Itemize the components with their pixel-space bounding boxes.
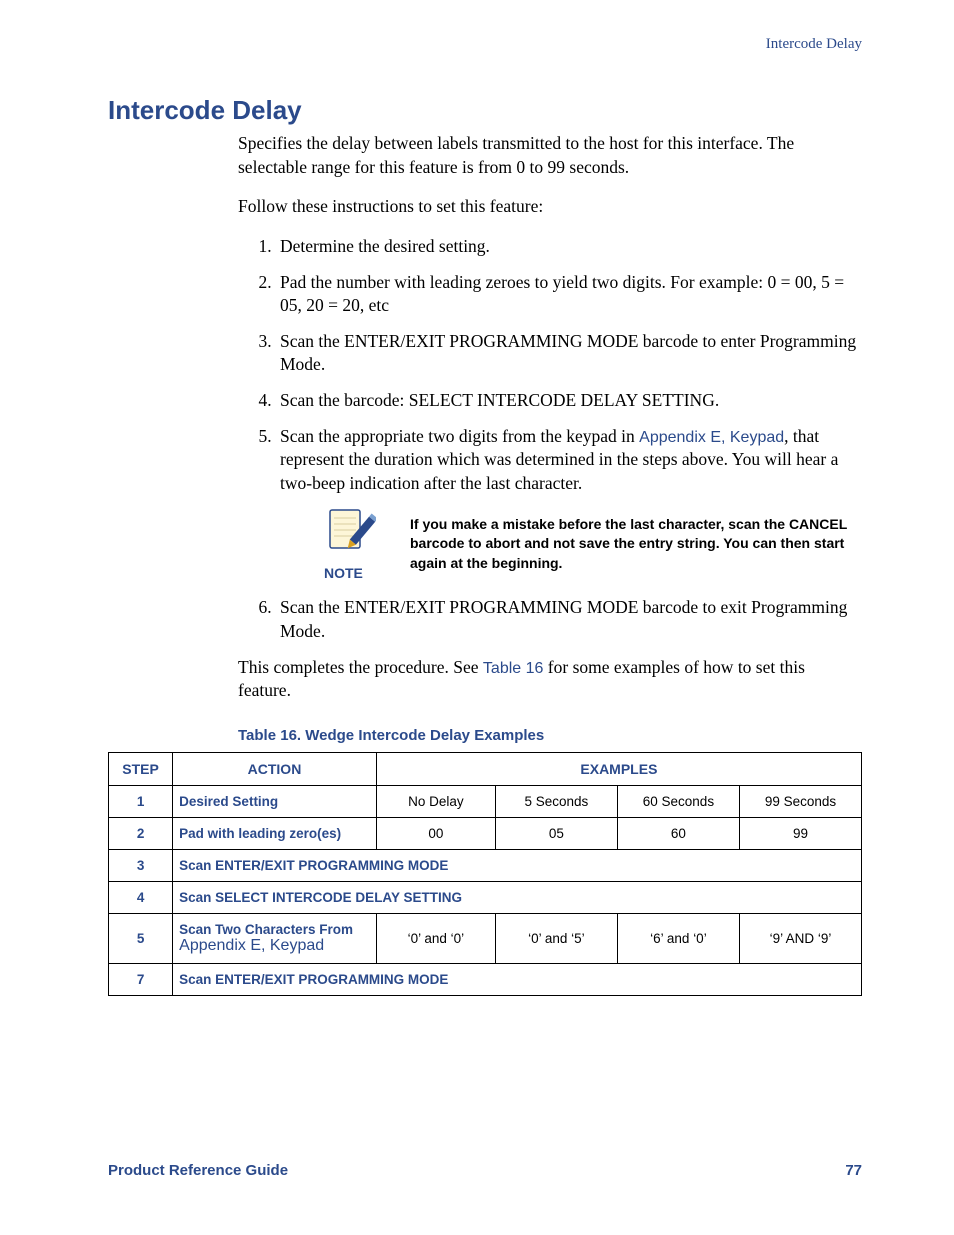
- appendix-link[interactable]: Appendix E, Keypad: [179, 937, 324, 954]
- cell-example: ‘6’ and ‘0’: [617, 913, 739, 963]
- cell-example: No Delay: [376, 785, 495, 817]
- cell-example: ‘0’ and ‘5’: [495, 913, 617, 963]
- examples-table: Step Action Examples 1 Desired Setting N…: [108, 752, 862, 996]
- table-link[interactable]: Table 16: [483, 660, 544, 677]
- cell-step: 2: [109, 817, 173, 849]
- table-row: 4 Scan SELECT INTERCODE DELAY SETTING: [109, 881, 862, 913]
- table-row: 3 Scan ENTER/EXIT PROGRAMMING MODE: [109, 849, 862, 881]
- appendix-link[interactable]: Appendix E, Keypad: [639, 429, 784, 446]
- table-row: 2 Pad with leading zero(es) 00 05 60 99: [109, 817, 862, 849]
- closing-paragraph: This completes the procedure. See Table …: [108, 656, 862, 703]
- intro-paragraph: Specifies the delay between labels trans…: [238, 132, 862, 179]
- page: Intercode Delay Intercode Delay Specifie…: [0, 0, 954, 1235]
- instruction-step-1: Determine the desired setting.: [276, 235, 862, 259]
- cell-example: 5 Seconds: [495, 785, 617, 817]
- instruction-step-5: Scan the appropriate two digits from the…: [276, 425, 862, 583]
- th-step: Step: [109, 752, 173, 785]
- cell-action: Desired Setting: [173, 785, 377, 817]
- cell-example: 05: [495, 817, 617, 849]
- cell-step: 3: [109, 849, 173, 881]
- action-pre: Scan Two Characters From: [179, 922, 353, 937]
- note-label: NOTE: [324, 564, 410, 583]
- cell-step: 5: [109, 913, 173, 963]
- cell-example: ‘0’ and ‘0’: [376, 913, 495, 963]
- cell-step: 4: [109, 881, 173, 913]
- footer-right: 77: [845, 1162, 862, 1179]
- th-examples: Examples: [376, 752, 861, 785]
- cell-example: 60 Seconds: [617, 785, 739, 817]
- step5-pre: Scan the appropriate two digits from the…: [280, 426, 639, 446]
- cell-action: Scan Two Characters From Appendix E, Key…: [173, 913, 377, 963]
- note-text: If you make a mistake before the last ch…: [410, 515, 862, 574]
- running-header: Intercode Delay: [108, 36, 862, 53]
- table-header-row: Step Action Examples: [109, 752, 862, 785]
- cell-action: Scan SELECT INTERCODE DELAY SETTING: [173, 881, 862, 913]
- instruction-step-3: Scan the ENTER/EXIT PROGRAMMING MODE bar…: [276, 330, 862, 377]
- instruction-step-4: Scan the barcode: SELECT INTERCODE DELAY…: [276, 389, 862, 413]
- cell-example: 00: [376, 817, 495, 849]
- body-block: Specifies the delay between labels trans…: [238, 132, 862, 703]
- cell-step: 7: [109, 963, 173, 995]
- cell-example: 60: [617, 817, 739, 849]
- table-row: 5 Scan Two Characters From Appendix E, K…: [109, 913, 862, 963]
- table-row: 7 Scan ENTER/EXIT PROGRAMMING MODE: [109, 963, 862, 995]
- cell-example: 99: [739, 817, 861, 849]
- cell-action: Scan ENTER/EXIT PROGRAMMING MODE: [173, 963, 862, 995]
- note-block: NOTE If you make a mistake before the la…: [324, 506, 862, 583]
- instruction-list: Determine the desired setting. Pad the n…: [238, 235, 862, 644]
- note-icon: [324, 506, 376, 558]
- page-footer: Product Reference Guide 77: [108, 1162, 862, 1179]
- cell-example: 99 Seconds: [739, 785, 861, 817]
- footer-left: Product Reference Guide: [108, 1162, 288, 1179]
- instruction-step-2: Pad the number with leading zeroes to yi…: [276, 271, 862, 318]
- cell-action: Scan ENTER/EXIT PROGRAMMING MODE: [173, 849, 862, 881]
- follow-paragraph: Follow these instructions to set this fe…: [238, 195, 862, 219]
- table-title: Table 16. Wedge Intercode Delay Examples: [238, 727, 862, 744]
- closing-pre: This completes the procedure. See: [238, 657, 483, 677]
- table-row: 1 Desired Setting No Delay 5 Seconds 60 …: [109, 785, 862, 817]
- section-title: Intercode Delay: [108, 95, 862, 126]
- cell-example: ‘9’ AND ‘9’: [739, 913, 861, 963]
- instruction-step-6: Scan the ENTER/EXIT PROGRAMMING MODE bar…: [276, 596, 862, 643]
- th-action: Action: [173, 752, 377, 785]
- cell-step: 1: [109, 785, 173, 817]
- cell-action: Pad with leading zero(es): [173, 817, 377, 849]
- note-icon-column: NOTE: [324, 506, 410, 583]
